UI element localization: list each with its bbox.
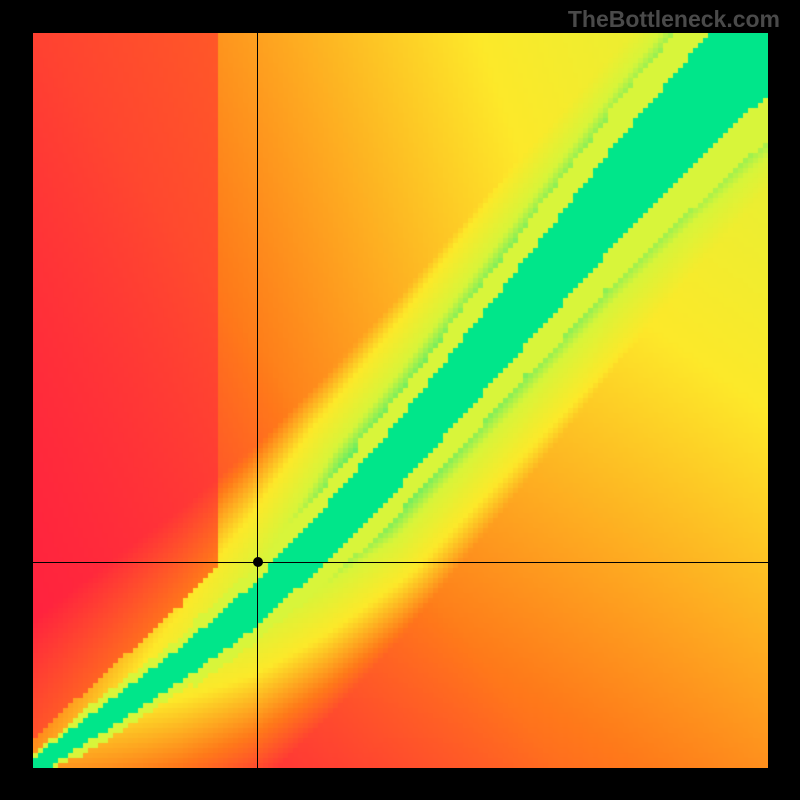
- bottleneck-heatmap: [33, 33, 768, 768]
- crosshair-vertical: [257, 33, 258, 768]
- watermark-text: TheBottleneck.com: [568, 6, 780, 33]
- crosshair-marker: [253, 557, 263, 567]
- heatmap-canvas: [33, 33, 768, 768]
- crosshair-horizontal: [33, 562, 768, 563]
